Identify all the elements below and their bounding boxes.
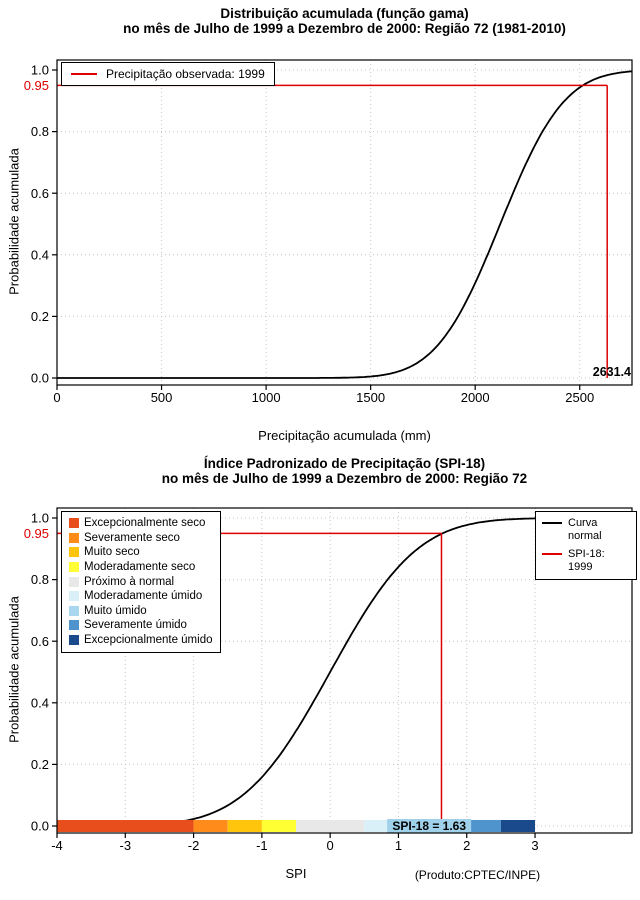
x-tick-label: 500 <box>151 390 173 405</box>
chart2-subtitle: no mês de Julho de 1999 a Dezembro de 20… <box>161 471 528 486</box>
legend-normal-curve-line2: normal <box>568 530 602 542</box>
marker-x-value-label: 2631.4 <box>593 365 631 379</box>
y-tick-label: 1.0 <box>31 63 49 78</box>
category-color-swatch <box>69 605 79 616</box>
category-label: Próximo à normal <box>84 575 175 588</box>
category-color-swatch <box>69 576 79 587</box>
spi-bar-segment <box>193 820 228 832</box>
category-color-swatch <box>69 532 79 543</box>
y-tick-label: 0.4 <box>31 247 49 262</box>
spi-bar-segment <box>261 820 297 832</box>
black-line-sample <box>542 522 562 524</box>
spi-bar-segment <box>57 820 194 832</box>
y-tick-label: 0.6 <box>31 634 49 649</box>
x-tick-label: 2 <box>463 838 470 853</box>
y-tick-label: 0.0 <box>31 819 49 834</box>
x-tick-label: 1500 <box>356 390 385 405</box>
plot-frame <box>56 507 633 834</box>
y-tick-label: 0.4 <box>31 695 49 710</box>
category-color-swatch <box>69 562 79 573</box>
x-tick-label: 0 <box>53 390 60 405</box>
x-tick-label: -3 <box>120 838 132 853</box>
spi-legend-item: Moderadamente seco <box>69 560 213 575</box>
x-tick-label: 2000 <box>461 390 490 405</box>
y-tick-label: 0.8 <box>31 572 49 587</box>
chart1-xaxis-label: Precipitação acumulada (mm) <box>258 428 431 443</box>
spi-category-legend: Excepcionalmente seco Severamente seco Mui… <box>61 511 221 654</box>
product-footnote: (Produto:CPTEC/INPE) <box>414 868 541 882</box>
spi-legend-item: Excepcionalmente seco <box>69 516 213 531</box>
spi-value-label-bg <box>387 819 472 833</box>
spi-value-label: SPI-18 = 1.63 <box>392 819 466 833</box>
y-tick-label: 1.0 <box>31 511 49 526</box>
chart1-legend-label: Precipitação observada: 1999 <box>106 67 265 81</box>
y-tick-label: 0.0 <box>31 371 49 386</box>
spi-legend-item: Moderadamente úmido <box>69 589 213 604</box>
category-color-swatch <box>69 591 79 602</box>
observed-line-sample <box>71 73 97 75</box>
x-tick-label: 2500 <box>565 390 594 405</box>
y-tick-label: 0.8 <box>31 124 49 139</box>
category-color-swatch <box>69 620 79 631</box>
legend-row-spi-1999: SPI-18: 1999 <box>542 548 630 574</box>
marker-probability-label: 0.95 <box>24 526 49 541</box>
category-label: Moderadamente seco <box>84 561 196 574</box>
category-label: Excepcionalmente seco <box>84 517 206 530</box>
x-tick-label: -2 <box>188 838 200 853</box>
category-label: Severamente seco <box>84 531 180 544</box>
red-line-sample <box>542 553 562 555</box>
chart2-series-legend: Curva normal SPI-18: 1999 <box>535 511 637 580</box>
legend-normal-curve-line1: Curva <box>568 517 598 529</box>
x-tick-label: -1 <box>256 838 268 853</box>
spi-bar-segment <box>296 820 365 832</box>
chart2-title: Índice Padronizado de Precipitação (SPI-… <box>203 456 486 471</box>
category-color-swatch <box>69 547 79 558</box>
spi-legend-item: Muito seco <box>69 545 213 560</box>
chart2-xaxis-label: SPI <box>285 866 307 881</box>
legend-spi-label: SPI-18: 1999 <box>568 548 605 573</box>
spi-legend-item: Severamente seco <box>69 531 213 546</box>
category-label: Excepcionalmente úmido <box>84 634 213 647</box>
x-tick-label: 3 <box>531 838 538 853</box>
cdf-curve <box>57 70 633 379</box>
spi-legend-item: Excepcionalmente úmido <box>69 633 213 648</box>
chart1-yaxis-label: Probabilidade acumulada <box>6 148 22 295</box>
category-color-swatch <box>69 635 79 646</box>
category-label: Severamente úmido <box>84 619 187 632</box>
marker-probability-label: 0.95 <box>24 78 49 93</box>
x-tick-label: -4 <box>51 838 63 853</box>
spi-legend-item: Muito úmido <box>69 604 213 619</box>
chart2-yaxis-label: Probabilidade acumulada <box>6 596 22 743</box>
chart1-legend: Precipitação observada: 1999 <box>61 62 275 86</box>
plot-frame <box>56 59 633 386</box>
category-label: Muito seco <box>84 546 140 559</box>
y-tick-label: 0.6 <box>31 186 49 201</box>
category-label: Muito úmido <box>84 604 147 617</box>
category-color-swatch <box>69 518 79 529</box>
chart1-subtitle: no mês de Julho de 1999 a Dezembro de 20… <box>123 21 566 36</box>
spi-legend-item: Próximo à normal <box>69 574 213 589</box>
spi-legend-item: Severamente úmido <box>69 618 213 633</box>
x-tick-label: 0 <box>327 838 334 853</box>
legend-row-normal-curve: Curva normal <box>542 517 630 543</box>
spi-bar-segment <box>500 820 536 832</box>
x-tick-label: 1000 <box>252 390 281 405</box>
x-tick-label: 1 <box>395 838 402 853</box>
y-tick-label: 0.2 <box>31 757 49 772</box>
spi-bar-segment <box>227 820 262 832</box>
category-label: Moderadamente úmido <box>84 590 203 603</box>
y-tick-label: 0.2 <box>31 309 49 324</box>
chart1-title: Distribuição acumulada (função gama) <box>220 6 469 21</box>
